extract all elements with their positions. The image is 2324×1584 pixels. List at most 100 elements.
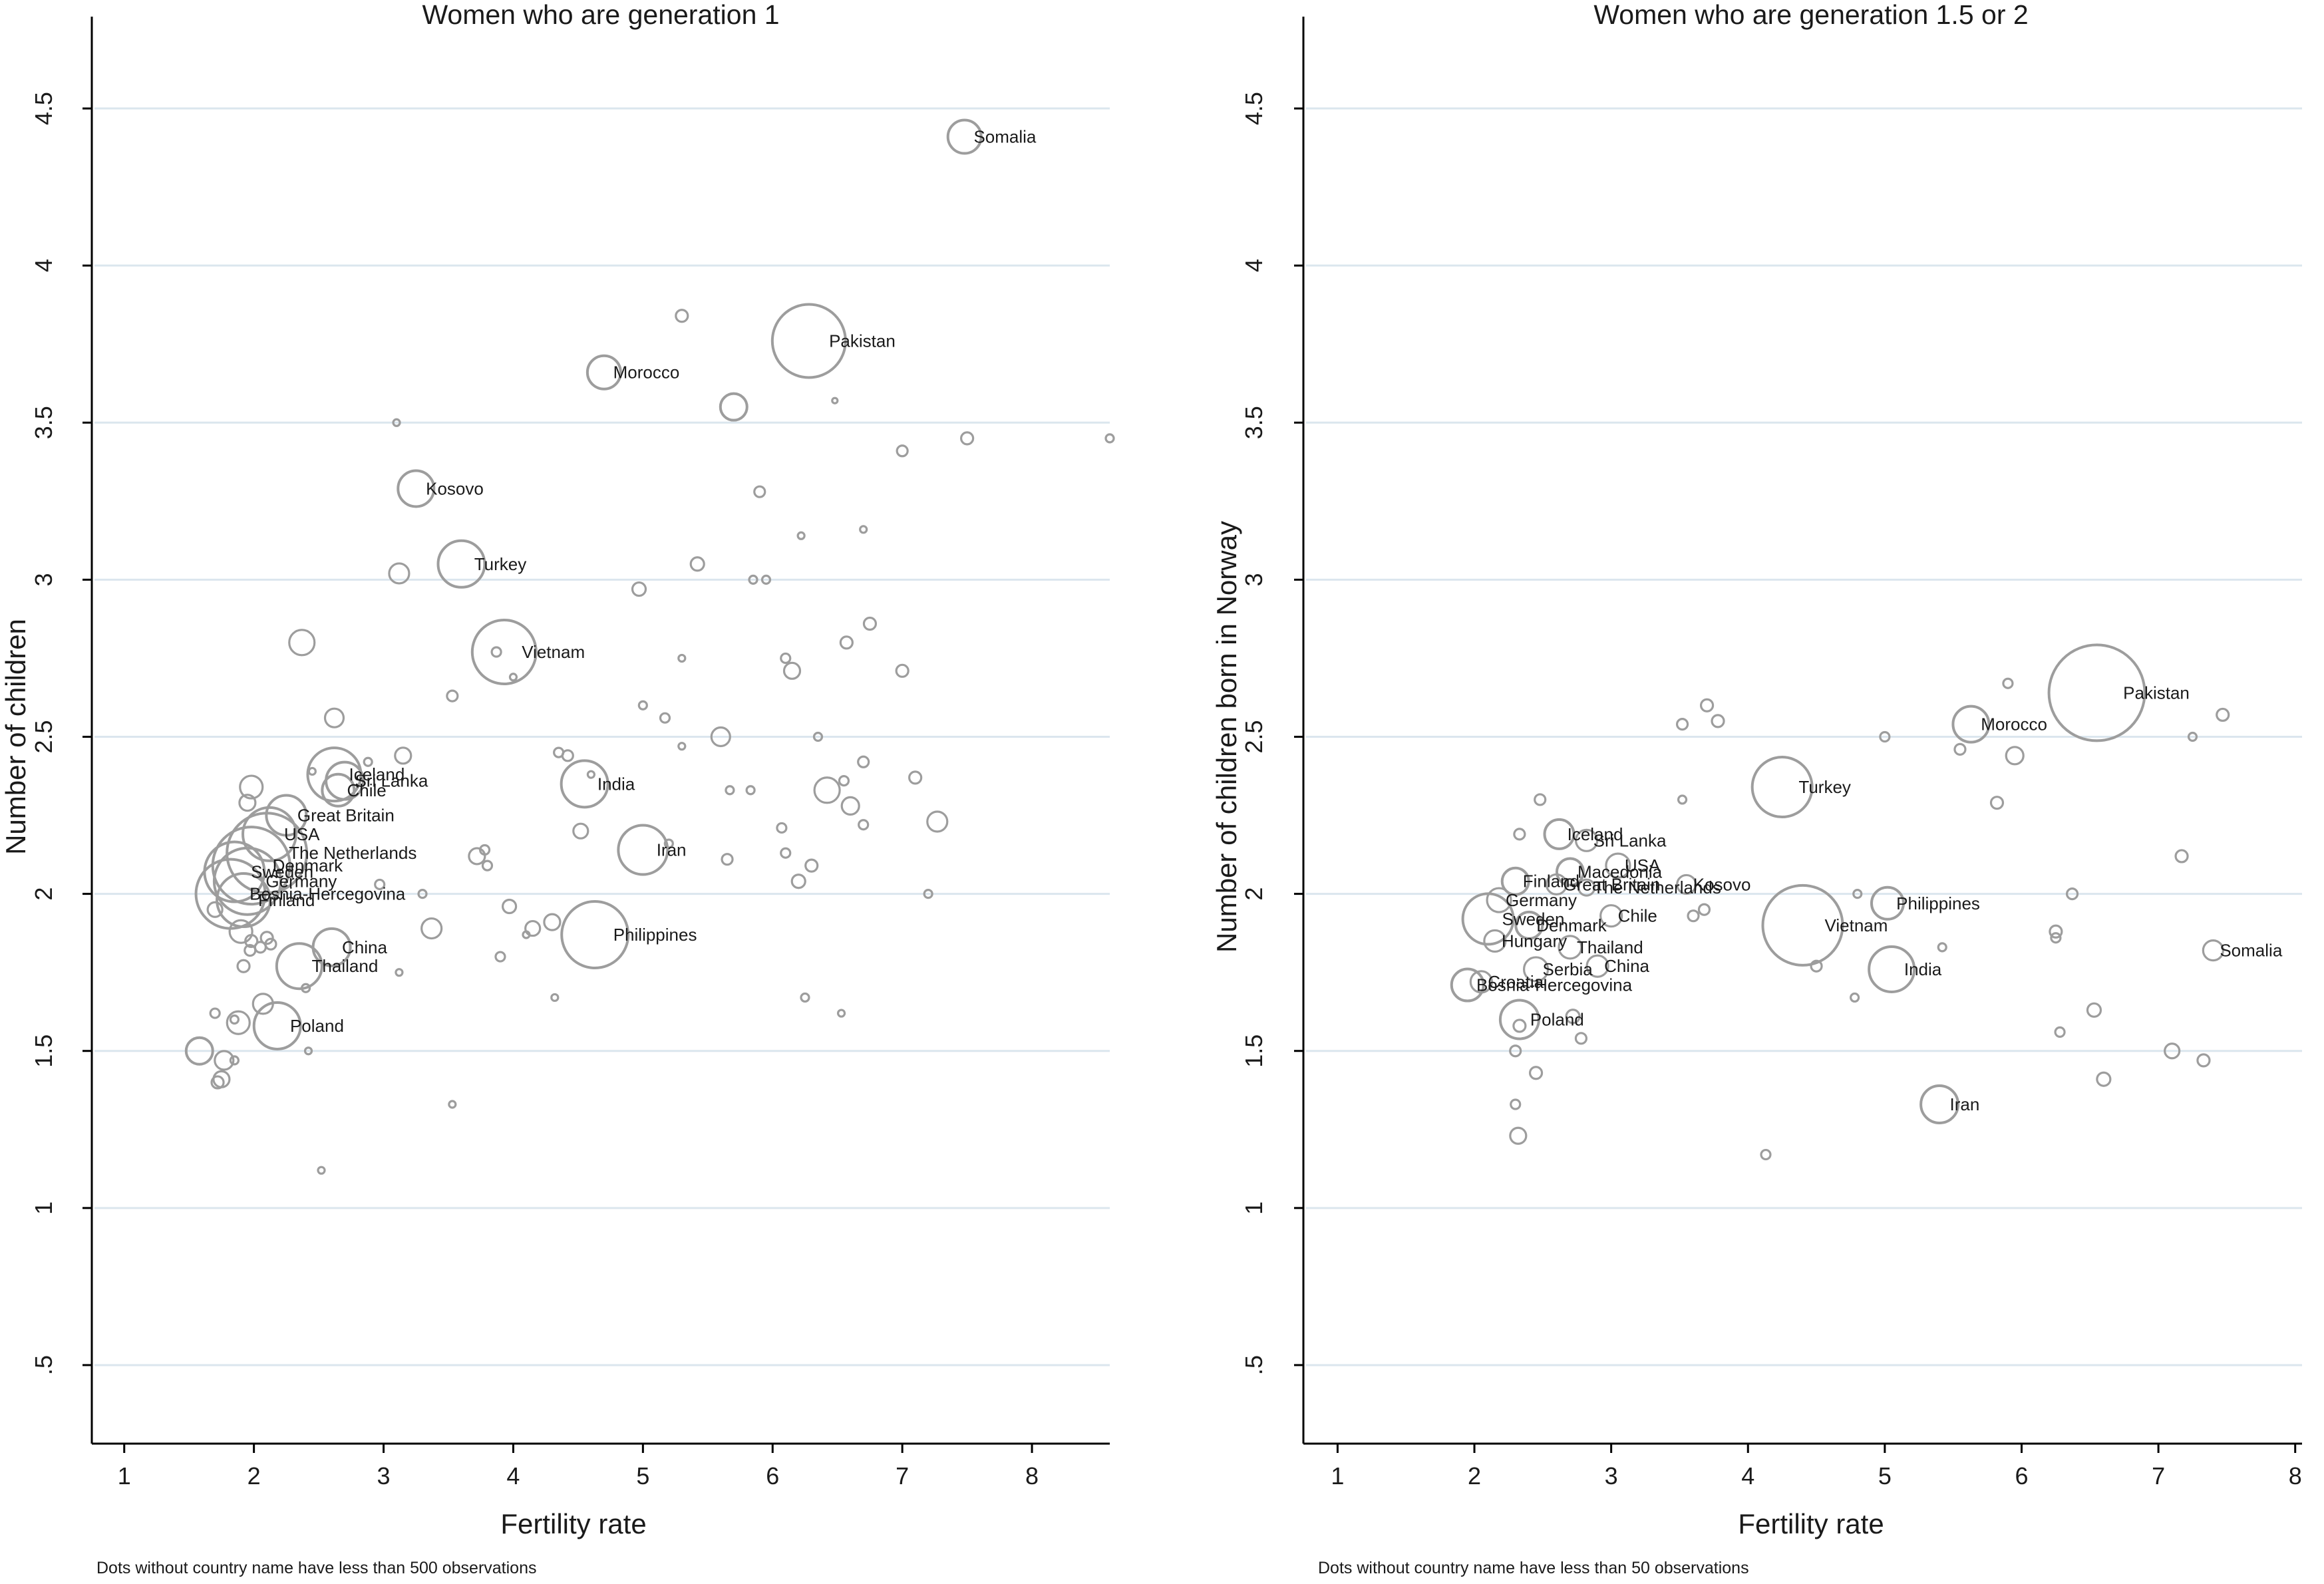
bubble-point xyxy=(1879,730,1891,743)
bubble-point xyxy=(229,1055,240,1066)
point-label: USA xyxy=(1625,856,1661,875)
y-tick-label: .5 xyxy=(30,1355,57,1375)
bubble-point xyxy=(244,933,259,949)
chart-panel-generation-1-5-or-2: .5 1 1.5 2 2.5 3 3.5 4 4.5 1 2 3 4 5 6 7 8 Pakistan Morocc… xyxy=(1211,0,2302,1577)
point-label: The Netherlands xyxy=(1593,877,1721,897)
y-tick-label: 3.5 xyxy=(1240,406,1267,439)
bubble-india xyxy=(560,759,609,809)
point-label: Sri Lanka xyxy=(1593,830,1667,850)
point-label: Iran xyxy=(657,840,687,860)
bubble-point xyxy=(2005,746,2025,766)
y-tick-label: 3 xyxy=(30,573,57,586)
x-tick-label: 8 xyxy=(2289,1462,2302,1490)
point-label: Great Britain xyxy=(1563,874,1660,894)
point-label: Vietnam xyxy=(522,642,585,662)
bubble-point xyxy=(745,785,756,796)
bubble-point xyxy=(1852,889,1863,899)
bubble-iceland xyxy=(1543,818,1576,850)
point-label: Croatia xyxy=(1488,972,1544,992)
bubble-point xyxy=(862,616,878,631)
bubble-point xyxy=(238,794,257,812)
chart-panel-generation-1: .5 1 1.5 2 2.5 3 3.5 4 4.5 1 2 3 4 5 6 7 8 Somalia Pakista… xyxy=(0,0,1115,1577)
point-label: Germany xyxy=(265,871,337,891)
y-axis-label: Number of children xyxy=(0,619,31,855)
bubble-point xyxy=(782,661,802,680)
bubble-point xyxy=(524,919,542,937)
bubble-point xyxy=(857,755,870,768)
bubble-vietnam xyxy=(470,619,538,685)
bubble-point xyxy=(721,853,734,866)
bubble-point xyxy=(317,1166,326,1175)
point-label: Hungary xyxy=(1502,931,1567,951)
point-label: Philippines xyxy=(1896,893,1980,913)
point-label: Pakistan xyxy=(2123,683,2190,703)
y-tick-label: 3 xyxy=(1240,573,1267,586)
point-label: Iceland xyxy=(1568,824,1623,844)
bubble-point xyxy=(206,901,224,918)
bubble-iran xyxy=(1919,1084,1960,1124)
point-label: Kosovo xyxy=(426,478,484,498)
bubble-point xyxy=(561,749,574,762)
bubble-point xyxy=(468,847,486,866)
bubble-point xyxy=(259,931,274,945)
bubble-point xyxy=(1810,959,1823,973)
point-label: Morocco xyxy=(1981,714,2047,734)
bubble-macedonia xyxy=(1555,857,1585,887)
bubble-point xyxy=(804,858,819,873)
bubble-point xyxy=(1512,1019,1527,1033)
y-tick-label: 4.5 xyxy=(30,92,57,125)
point-label: India xyxy=(597,774,635,794)
x-tick-label: 4 xyxy=(1741,1462,1754,1490)
x-tick-label: 8 xyxy=(1025,1462,1039,1490)
bubble-point xyxy=(209,1007,221,1019)
bubble-point xyxy=(813,776,841,804)
x-tick-label: 6 xyxy=(766,1462,779,1490)
bubble-great-britain xyxy=(265,794,308,837)
bubble-chile xyxy=(1599,904,1623,928)
bubble-chile xyxy=(321,772,356,808)
bubble-poland xyxy=(1498,999,1540,1040)
bubble-point xyxy=(631,581,647,597)
bubble-point xyxy=(923,889,933,899)
x-tick-label: 7 xyxy=(2152,1462,2165,1490)
y-tick-label: 2 xyxy=(30,887,57,901)
bubble-point xyxy=(1953,742,1967,756)
bubble-sri-lanka xyxy=(1575,828,1599,852)
bubble-point xyxy=(1528,1066,1544,1080)
bubble-finland xyxy=(1500,866,1530,896)
bubble-thailand xyxy=(1558,935,1583,960)
y-tick-label: .5 xyxy=(1240,1355,1267,1375)
point-label: Great Britain xyxy=(297,806,395,826)
point-label: Macedonia xyxy=(1577,862,1663,882)
bubble-point xyxy=(760,574,772,585)
chart-note: Dots without country name have less than… xyxy=(96,1559,537,1577)
bubble-point xyxy=(2216,707,2230,722)
bubble-point xyxy=(753,485,766,498)
bubble-philippines xyxy=(560,900,630,969)
bubble-point xyxy=(253,941,267,954)
point-label: Turkey xyxy=(1798,777,1851,797)
bubble-point xyxy=(838,775,850,787)
bubble-pakistan xyxy=(2047,643,2146,742)
bubble-point xyxy=(448,1100,457,1109)
bubble-point xyxy=(550,993,560,1003)
bubble-point xyxy=(896,444,909,458)
y-tick-label: 2.5 xyxy=(30,720,57,753)
bubble-point xyxy=(637,700,648,711)
bubble-point xyxy=(300,983,311,993)
bubble-point xyxy=(1534,793,1547,806)
point-label: Somalia xyxy=(2220,941,2282,961)
bubble-iran xyxy=(617,824,669,876)
bubble-turkey xyxy=(436,539,486,589)
point-label: China xyxy=(1604,956,1649,976)
bubble-point xyxy=(307,766,317,776)
y-axis-label: Number of children born in Norway xyxy=(1211,521,1242,953)
bubble-the-netherlands xyxy=(1577,878,1596,897)
point-label: Iran xyxy=(1950,1094,1980,1114)
point-label: Sweden xyxy=(251,862,313,882)
bubble-point xyxy=(800,992,810,1003)
bubble-point xyxy=(323,707,345,728)
bubble-point xyxy=(2065,887,2079,901)
point-label: Vietnam xyxy=(1825,915,1888,935)
